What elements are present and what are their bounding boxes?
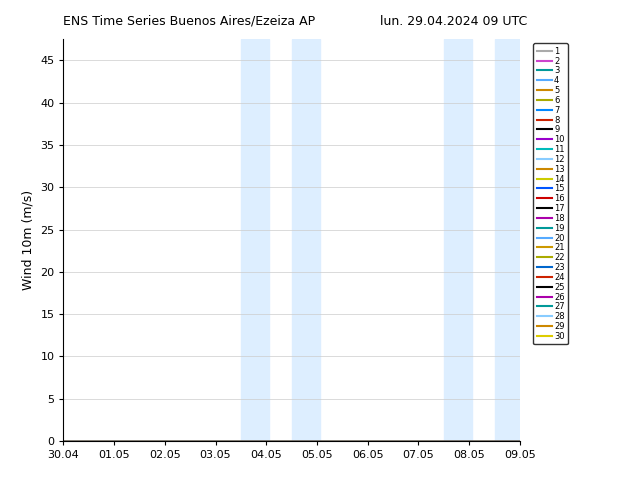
- Legend: 1, 2, 3, 4, 5, 6, 7, 8, 9, 10, 11, 12, 13, 14, 15, 16, 17, 18, 19, 20, 21, 22, 2: 1, 2, 3, 4, 5, 6, 7, 8, 9, 10, 11, 12, 1…: [533, 44, 568, 344]
- Text: lun. 29.04.2024 09 UTC: lun. 29.04.2024 09 UTC: [380, 15, 527, 28]
- Text: ENS Time Series Buenos Aires/Ezeiza AP: ENS Time Series Buenos Aires/Ezeiza AP: [63, 15, 316, 28]
- Bar: [495, 39, 520, 441]
- Y-axis label: Wind 10m (m/s): Wind 10m (m/s): [22, 190, 35, 290]
- Bar: [292, 39, 320, 441]
- Bar: [444, 39, 472, 441]
- Bar: [241, 39, 269, 441]
